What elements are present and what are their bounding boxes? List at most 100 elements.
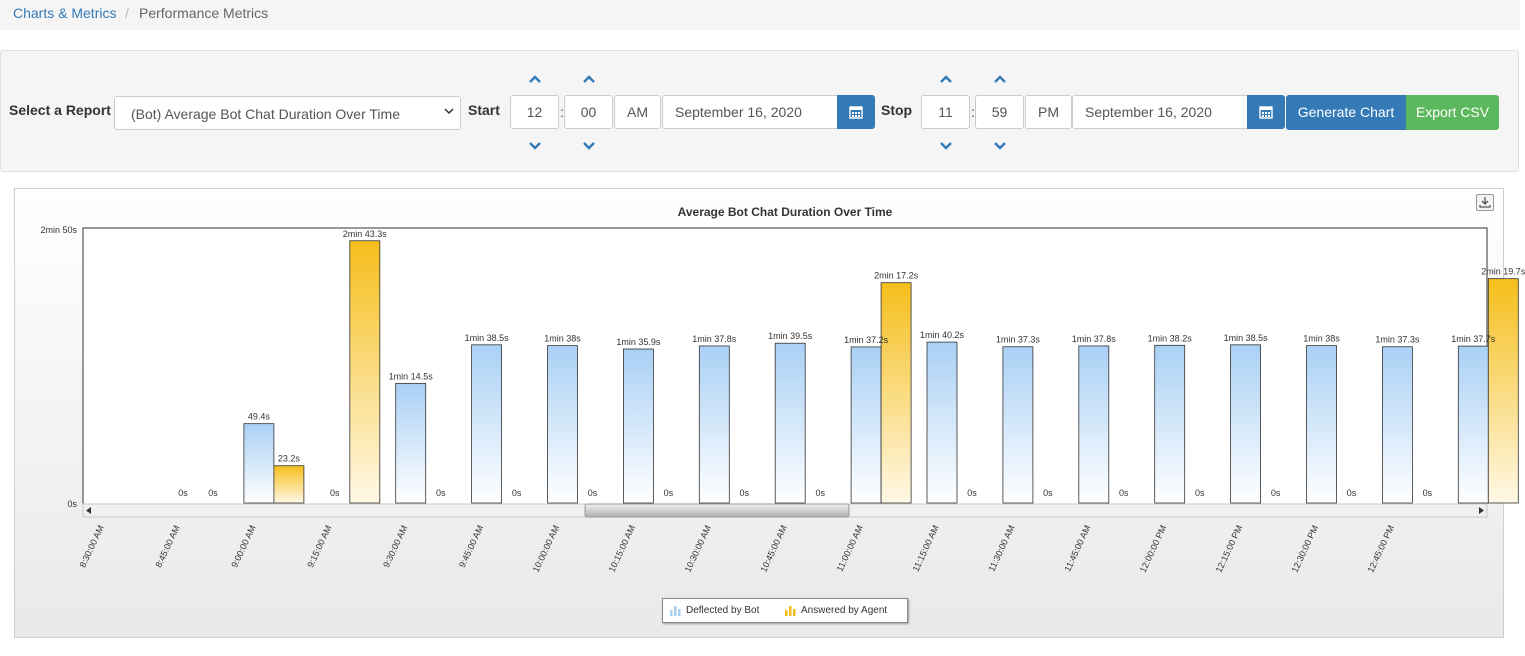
bar-answered-2[interactable] — [349, 240, 381, 504]
data-label-answered-17: 2min 19.7s — [1481, 267, 1525, 277]
x-tick-label-10: 11:00:00 AM — [835, 524, 865, 573]
x-tick-label-5: 9:45:00 AM — [457, 524, 485, 570]
data-label-deflected-7: 1min 37.8s — [692, 334, 737, 344]
x-tick-label-15: 12:15:00 PM — [1214, 524, 1245, 574]
bar-deflected-7[interactable] — [698, 345, 730, 504]
data-label-deflected-10: 1min 40.2s — [920, 330, 965, 340]
select-report-label: Select a Report — [9, 102, 111, 118]
report-select-value: (Bot) Average Bot Chat Duration Over Tim… — [131, 106, 400, 122]
calendar-icon — [1259, 106, 1273, 119]
bar-deflected-11[interactable] — [1002, 346, 1034, 504]
bar-deflected-1[interactable] — [243, 423, 275, 504]
data-label-deflected-3: 1min 14.5s — [389, 371, 434, 381]
bar-deflected-14[interactable] — [1230, 344, 1261, 504]
scrollbar-thumb[interactable] — [584, 503, 850, 518]
data-label-deflected-12: 1min 37.8s — [1072, 334, 1117, 344]
data-label-deflected-13: 1min 38.2s — [1148, 333, 1193, 343]
stop-label: Stop — [881, 102, 913, 118]
stop-minute-up-icon[interactable] — [993, 74, 1007, 84]
x-tick-label-4: 9:30:00 AM — [381, 524, 409, 570]
bar-deflected-12[interactable] — [1078, 345, 1110, 504]
breadcrumb: Charts & Metrics / Performance Metrics — [0, 0, 1520, 30]
data-label-deflected-6: 1min 35.9s — [616, 337, 661, 347]
stop-minute-down-icon[interactable] — [993, 141, 1007, 151]
data-label-answered-12: 0s — [1119, 488, 1129, 498]
start-hour-down-icon[interactable] — [528, 141, 542, 151]
bar-answered-9[interactable] — [880, 282, 912, 504]
stop-hour-down-icon[interactable] — [939, 141, 953, 151]
bar-deflected-15[interactable] — [1306, 345, 1337, 504]
download-chart-button[interactable] — [1476, 194, 1494, 211]
data-label-deflected-9: 1min 37.2s — [844, 335, 889, 345]
start-ampm-toggle[interactable]: AM — [614, 95, 661, 129]
bar-deflected-13[interactable] — [1154, 344, 1186, 504]
bar-deflected-9[interactable] — [850, 346, 882, 504]
data-label-deflected-4: 1min 38.5s — [465, 333, 510, 343]
start-date-input[interactable]: September 16, 2020 — [662, 95, 838, 129]
data-label-answered-2: 2min 43.3s — [343, 229, 388, 239]
start-date-calendar-button[interactable] — [837, 95, 875, 129]
data-label-answered-4: 0s — [512, 488, 522, 498]
chevron-down-icon — [444, 108, 454, 115]
data-label-deflected-14: 1min 38.5s — [1224, 333, 1269, 343]
legend-deflected-by-bot[interactable]: Deflected by Bot — [686, 605, 760, 616]
y-tick-label-max: 2min 50s — [40, 225, 77, 235]
start-time-colon: : — [560, 104, 564, 120]
stop-date-input[interactable]: September 16, 2020 — [1072, 95, 1248, 129]
data-label-deflected-2: 0s — [330, 488, 340, 498]
bar-deflected-10[interactable] — [926, 341, 958, 504]
data-label-deflected-5: 1min 38s — [544, 334, 581, 344]
legend-answered-by-agent[interactable]: Answered by Agent — [801, 605, 888, 616]
data-label-deflected-15: 1min 38s — [1303, 334, 1340, 344]
breadcrumb-separator: / — [125, 5, 129, 21]
x-tick-label-6: 10:00:00 AM — [531, 524, 561, 574]
stop-hour-input[interactable]: 11 — [921, 95, 970, 129]
breadcrumb-link-charts-metrics[interactable]: Charts & Metrics — [13, 5, 117, 21]
stop-date-calendar-button[interactable] — [1247, 95, 1285, 129]
y-tick-label-min: 0s — [67, 499, 77, 509]
x-tick-label-11: 11:15:00 AM — [911, 524, 941, 573]
data-label-answered-13: 0s — [1195, 488, 1205, 498]
x-tick-label-16: 12:30:00 PM — [1290, 524, 1321, 574]
bar-deflected-3[interactable] — [395, 382, 427, 504]
report-select[interactable]: (Bot) Average Bot Chat Duration Over Tim… — [114, 96, 461, 130]
data-label-answered-5: 0s — [588, 488, 598, 498]
start-hour-input[interactable]: 12 — [510, 95, 559, 129]
export-csv-button[interactable]: Export CSV — [1406, 95, 1499, 130]
start-hour-up-icon[interactable] — [528, 74, 542, 84]
x-tick-label-8: 10:30:00 AM — [683, 524, 713, 574]
data-label-deflected-11: 1min 37.3s — [996, 335, 1041, 345]
data-label-deflected-0: 0s — [178, 488, 188, 498]
data-label-answered-1: 23.2s — [278, 454, 301, 464]
bar-deflected-5[interactable] — [547, 345, 578, 504]
start-minute-down-icon[interactable] — [582, 141, 596, 151]
bar-deflected-17[interactable] — [1457, 345, 1489, 504]
bar-deflected-4[interactable] — [471, 344, 503, 504]
bar-answered-1[interactable] — [273, 465, 305, 504]
bar-chart-legend-gold-icon — [785, 606, 796, 616]
bar-deflected-6[interactable] — [623, 348, 654, 504]
start-minute-up-icon[interactable] — [582, 74, 596, 84]
stop-hour-up-icon[interactable] — [939, 74, 953, 84]
x-tick-label-12: 11:30:00 AM — [986, 524, 1016, 573]
data-label-deflected-16: 1min 37.3s — [1375, 335, 1420, 345]
breadcrumb-current: Performance Metrics — [139, 5, 269, 21]
scroll-left-arrow-icon[interactable] — [86, 507, 91, 514]
start-minute-input[interactable]: 00 — [564, 95, 613, 129]
data-label-answered-10: 0s — [967, 488, 977, 498]
bar-deflected-8[interactable] — [774, 342, 806, 504]
chart-scrollbar[interactable] — [82, 503, 1488, 518]
stop-ampm-toggle[interactable]: PM — [1025, 95, 1072, 129]
bar-answered-17[interactable] — [1487, 278, 1519, 504]
download-icon — [1479, 197, 1491, 208]
stop-minute-input[interactable]: 59 — [975, 95, 1024, 129]
generate-chart-button[interactable]: Generate Chart — [1286, 95, 1406, 130]
x-tick-label-17: 12:45:00 PM — [1365, 524, 1396, 574]
x-tick-label-14: 12:00:00 PM — [1138, 524, 1169, 574]
bar-deflected-16[interactable] — [1382, 346, 1413, 504]
bar-chart-legend-blue-icon — [670, 606, 681, 616]
scroll-right-arrow-icon[interactable] — [1479, 507, 1484, 514]
chart-title: Average Bot Chat Duration Over Time — [678, 205, 893, 219]
data-label-deflected-1: 49.4s — [248, 412, 271, 422]
